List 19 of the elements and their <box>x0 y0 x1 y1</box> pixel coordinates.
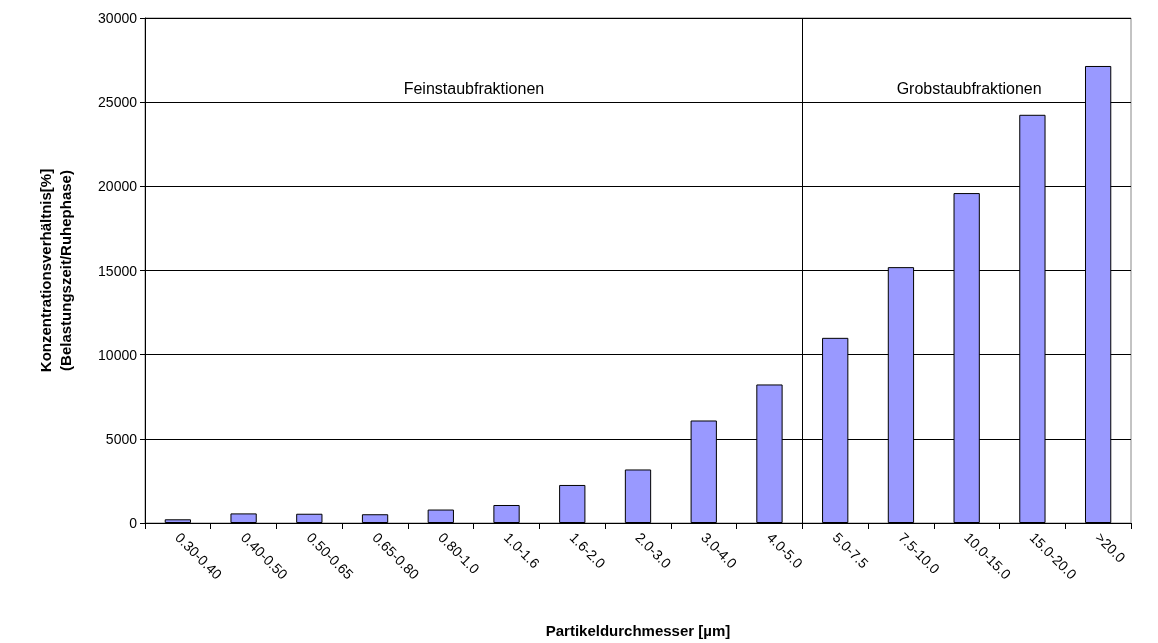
bar <box>230 513 257 523</box>
bar <box>361 514 389 523</box>
bar <box>559 484 586 523</box>
annotation: Feinstaubfraktionen <box>403 79 545 97</box>
x-axis-title: Partikeldurchmesser [µm] <box>545 622 731 639</box>
y-tick-label: 20000 <box>98 178 138 195</box>
annotation: Grobstaubfraktionen <box>896 79 1042 97</box>
bar <box>427 509 454 523</box>
y-tick-label: 15000 <box>98 262 138 279</box>
bar <box>624 469 652 523</box>
y-tick-label: 10000 <box>98 346 138 363</box>
y-axis-title: Konzentrationsverhältnis[%] (Belastungszeit/Ruhephase) <box>36 168 74 373</box>
bar <box>164 519 192 523</box>
y-tick-label: 0 <box>129 515 138 531</box>
y-tick-label: 5000 <box>105 430 138 447</box>
bar <box>296 513 323 523</box>
y-tick-label: 25000 <box>98 94 138 111</box>
y-tick-label: 30000 <box>98 10 138 26</box>
bar <box>493 504 520 523</box>
